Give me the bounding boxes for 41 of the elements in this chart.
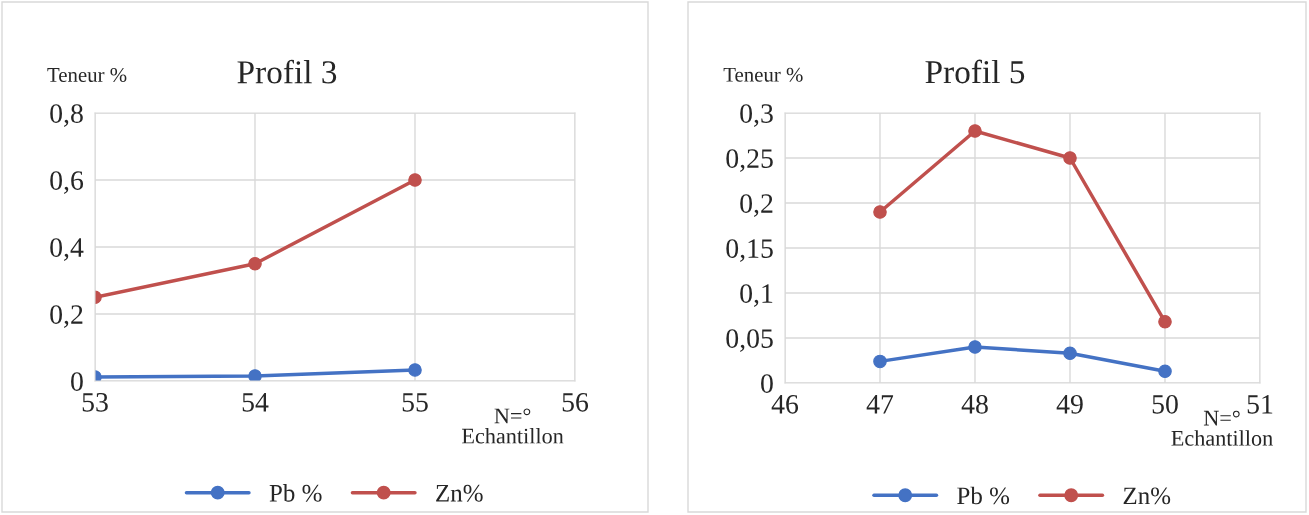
legend-label: Pb % [269,484,322,502]
legend-label: Zn% [1123,487,1171,505]
x-tick-label: 53 [82,392,108,412]
y-tick-label: 0,15 [726,239,773,262]
point [1158,315,1172,329]
x-tick-label: 56 [562,392,589,412]
legend-label: Zn% [436,484,483,502]
point [1158,364,1172,379]
y-tick-label: 0,6 [50,171,84,194]
x-tick-label: 51 [1247,395,1273,414]
x-tick-label: 54 [242,393,269,412]
y-tick-label: 0,4 [50,238,84,261]
point [873,354,887,369]
y-axis-title: Teneur % [723,67,803,82]
y-tick-label: 0,05 [726,329,773,352]
x-tick-label: 49 [1056,394,1083,414]
y-tick-label: 0 [761,374,773,393]
point [408,363,422,377]
x-tick-label: 46 [771,394,799,414]
point [1063,346,1077,361]
point [873,205,887,219]
y-tick-label: 0,2 [740,194,773,217]
point [248,256,262,271]
chart-title: Profil 3 [237,59,337,84]
x-tick-label: 47 [866,395,894,414]
x-tick-label: 55 [402,393,428,412]
point [1063,151,1077,165]
x-tick-label: 48 [961,394,988,414]
y-tick-label: 0 [71,372,83,391]
y-axis-title: Teneur % [47,67,127,83]
y-tick-label: 0,3 [740,104,773,127]
legend-label: Pb % [957,486,1010,505]
chart-title: Profil 5 [925,59,1025,84]
point [248,369,262,381]
y-tick-label: 0,8 [50,104,83,127]
y-tick-label: 0,1 [740,284,773,307]
y-tick-label: 0,2 [50,305,83,328]
point [968,340,982,354]
point [408,173,422,187]
y-tick-label: 0,25 [726,149,773,172]
point [968,124,982,138]
